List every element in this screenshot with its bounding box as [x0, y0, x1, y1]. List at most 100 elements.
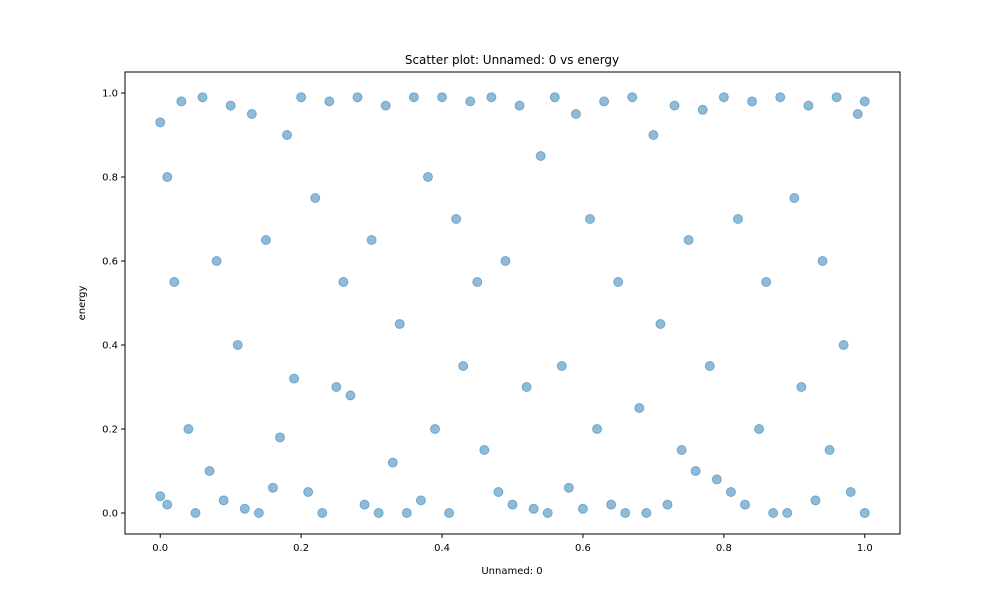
scatter-point [563, 482, 574, 493]
scatter-point [204, 466, 215, 476]
plot-frame [124, 71, 901, 535]
scatter-point [493, 487, 504, 497]
scatter-point [740, 499, 750, 510]
scatter-point [704, 361, 715, 371]
scatter-point [218, 495, 229, 506]
scatter-point [352, 92, 363, 103]
scatter-point [507, 499, 518, 510]
scatter-point [387, 457, 398, 468]
x-tick-label: 0.0 [152, 543, 168, 554]
x-tick-label: 1.0 [857, 543, 873, 554]
scatter-point [211, 256, 222, 266]
scatter-point [789, 193, 800, 203]
scatter-point [380, 100, 391, 111]
y-axis-label: energy [77, 285, 88, 320]
scatter-point [444, 508, 455, 518]
scatter-point [514, 100, 525, 111]
scatter-point [838, 340, 849, 350]
scatter-point [725, 487, 736, 497]
scatter-point [162, 172, 173, 182]
scatter-point [570, 109, 581, 119]
scatter-point [676, 445, 687, 455]
scatter-point [747, 96, 758, 107]
marks-layer [155, 92, 870, 518]
scatter-point [824, 445, 835, 455]
scatter-point [359, 499, 370, 510]
scatter-point [282, 130, 293, 140]
scatter-point [803, 100, 814, 111]
scatter-point [373, 508, 384, 518]
scatter-point [535, 151, 546, 161]
scatter-point [542, 508, 553, 518]
scatter-point [253, 508, 264, 518]
scatter-point [859, 96, 870, 107]
scatter-point [422, 172, 433, 182]
scatter-point [331, 382, 342, 392]
scatter-point [260, 235, 271, 245]
scatter-point [620, 508, 631, 518]
scatter-point [303, 487, 314, 497]
scatter-point [155, 117, 166, 128]
scatter-point [296, 92, 307, 103]
scatter-point [669, 100, 680, 111]
y-tick-label: 0.6 [102, 257, 118, 268]
scatter-point [394, 319, 405, 329]
scatter-point [817, 256, 828, 266]
scatter-point [500, 256, 511, 266]
scatter-point [366, 235, 377, 245]
scatter-point [831, 92, 842, 103]
scatter-point [754, 424, 765, 434]
scatter-point [711, 474, 722, 485]
y-tick-label: 0.8 [102, 173, 118, 184]
scatter-point [655, 319, 666, 329]
scatter-point [310, 193, 321, 203]
scatter-point [768, 508, 779, 518]
scatter-point [796, 382, 807, 392]
y-tick-label: 0.2 [102, 425, 118, 436]
x-tick-label: 0.6 [575, 543, 591, 554]
scatter-point [437, 92, 448, 103]
scatter-point [697, 104, 708, 115]
scatter-point [585, 214, 595, 224]
scatter-point [465, 96, 476, 107]
scatter-point [458, 361, 469, 371]
scatter-point [549, 92, 560, 103]
scatter-point [662, 499, 673, 510]
scatter-point [451, 214, 462, 224]
scatter-point [683, 235, 694, 245]
scatter-point [845, 487, 856, 497]
scatter-point [183, 424, 194, 434]
scatter-point [718, 92, 729, 103]
scatter-point [852, 109, 863, 119]
scatter-point [190, 508, 201, 518]
scatter-point [592, 424, 603, 434]
y-axis: 0.0 0.2 0.4 0.6 0.8 1.0 [102, 89, 125, 520]
x-axis-label: Unnamed: 0 [481, 566, 542, 577]
scatter-point [627, 92, 638, 103]
scatter-point [176, 96, 187, 107]
scatter-point [641, 508, 652, 518]
x-tick-label: 0.8 [716, 543, 732, 554]
scatter-point [289, 373, 300, 384]
scatter-point [338, 277, 349, 287]
scatter-point [859, 508, 870, 518]
scatter-point [415, 495, 426, 506]
scatter-point [732, 214, 743, 224]
x-axis: 0.0 0.2 0.4 0.6 0.8 1.0 [152, 534, 873, 554]
scatter-point [324, 96, 335, 107]
scatter-point [225, 100, 236, 111]
scatter-point [690, 466, 701, 476]
scatter-point [577, 503, 588, 514]
scatter-point [556, 361, 567, 371]
scatter-point [345, 390, 356, 401]
plot-area [124, 71, 901, 535]
scatter-point [613, 277, 624, 287]
scatter-point [232, 340, 243, 350]
scatter-point [162, 499, 173, 510]
scatter-point [521, 382, 532, 392]
scatter-point [486, 92, 497, 103]
scatter-point [239, 503, 250, 514]
